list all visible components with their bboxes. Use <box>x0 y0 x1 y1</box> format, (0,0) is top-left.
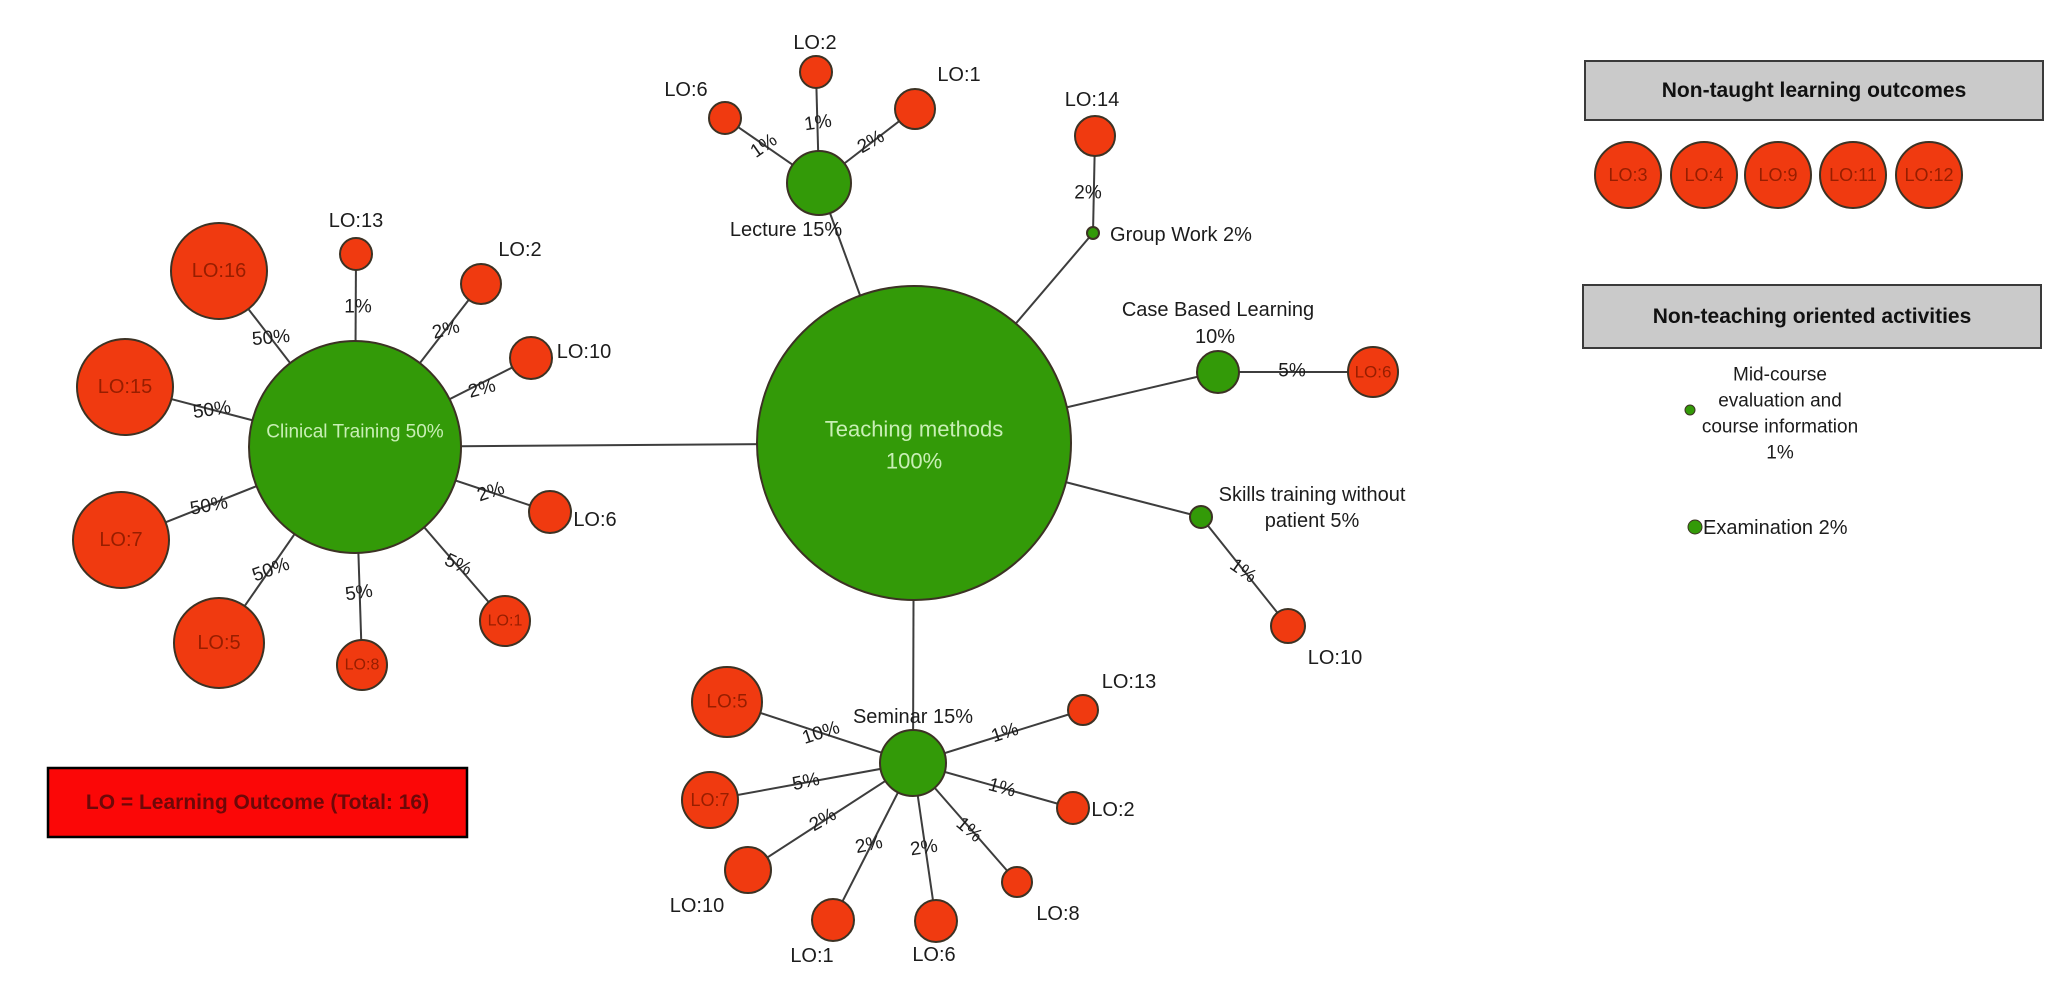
node-clinical-lo6 <box>528 490 572 534</box>
label-case-based-learning: Case Based Learning <box>1122 299 1314 321</box>
edge-label: 5% <box>344 581 374 606</box>
node-clinical-lo8 <box>336 639 388 691</box>
graph-label: LO:13 <box>1102 671 1156 693</box>
node-label-lo11: LO:11 <box>1829 165 1877 185</box>
node-seminar-lo10 <box>724 846 772 894</box>
graph-label: LO:10 <box>1308 647 1362 669</box>
node-clinical-lo13 <box>339 237 373 271</box>
node-seminar-lo13 <box>1067 694 1099 726</box>
examination-dot <box>1687 519 1703 535</box>
label-clinical-training: Clinical Training 50% <box>266 422 444 443</box>
node-clinical-training-hub <box>248 340 462 554</box>
label-group-work: Group Work 2% <box>1110 224 1252 246</box>
node-case-based-learning-hub <box>1196 350 1240 394</box>
node-label-clinical-lo5: LO:5 <box>197 632 240 654</box>
graph-label: LO:2 <box>793 32 836 54</box>
node-lecture-lo2 <box>799 55 833 89</box>
node-cbl-lo6 <box>1347 346 1399 398</box>
non-taught-panel-title: Non-taught learning outcomes <box>1662 79 1967 102</box>
edge-label: 2% <box>1074 183 1102 204</box>
label-teaching-methods: Teaching methods <box>825 417 1004 442</box>
node-seminar-lo1 <box>811 898 855 942</box>
mid-course-text-line: Mid-course <box>1733 365 1827 386</box>
edge-label: 1% <box>803 111 833 136</box>
legend-box <box>46 766 469 839</box>
node-teaching-methods-hub <box>756 285 1072 601</box>
node-label-clinical-lo1: LO:1 <box>488 613 523 630</box>
graph-label: LO:2 <box>1091 799 1134 821</box>
node-seminar-lo6 <box>914 899 958 943</box>
label-teaching-methods-pct: 100% <box>886 449 942 474</box>
node-label-lo9: LO:9 <box>1758 165 1797 185</box>
mid-course-text-line: 1% <box>1766 443 1794 464</box>
non-teaching-panel-box <box>1582 284 2042 349</box>
node-seminar-lo7 <box>681 771 739 829</box>
label-seminar: Seminar 15% <box>853 706 973 728</box>
label-lecture: Lecture 15% <box>730 219 843 241</box>
edge-label: 50% <box>251 326 291 350</box>
node-clinical-lo15 <box>76 338 174 436</box>
label-skills-training-line2: patient 5% <box>1265 510 1360 532</box>
graph-label: LO:10 <box>557 341 611 363</box>
node-label-seminar-lo5: LO:5 <box>706 692 747 713</box>
node-clinical-lo1 <box>479 595 531 647</box>
graph-label: LO:2 <box>498 239 541 261</box>
graph-label: LO:1 <box>790 945 833 967</box>
non-teaching-panel-title: Non-teaching oriented activities <box>1653 305 1972 328</box>
node-clinical-lo10 <box>509 336 553 380</box>
node-label-cbl-lo6: LO:6 <box>1355 363 1392 382</box>
node-seminar-lo2 <box>1056 791 1090 825</box>
graph-label: LO:6 <box>573 509 616 531</box>
node-skills-training-hub <box>1189 505 1213 529</box>
node-label-seminar-lo7: LO:7 <box>690 790 729 810</box>
node-label-lo4: LO:4 <box>1684 165 1723 185</box>
node-seminar-lo5 <box>691 666 763 738</box>
node-groupwork-lo14 <box>1074 115 1116 157</box>
edge-line <box>1200 516 1289 627</box>
node-clinical-lo7 <box>72 491 170 589</box>
node-lo12 <box>1895 141 1963 209</box>
node-skills-lo10 <box>1270 608 1306 644</box>
node-lecture-lo1 <box>894 88 936 130</box>
node-seminar-hub <box>879 729 947 797</box>
node-group-work-hub <box>1086 226 1100 240</box>
graph-label: LO:8 <box>1036 903 1079 925</box>
graph-label: LO:6 <box>912 944 955 966</box>
node-lo11 <box>1819 141 1887 209</box>
edge-label: 2% <box>909 836 939 861</box>
edge-line <box>709 762 914 801</box>
node-lo3 <box>1594 141 1662 209</box>
non-taught-panel-box <box>1584 60 2044 121</box>
node-label-clinical-lo16: LO:16 <box>192 260 246 282</box>
graph-label: LO:13 <box>329 210 383 232</box>
node-label-clinical-lo8: LO:8 <box>345 657 380 674</box>
node-lecture-hub <box>786 150 852 216</box>
mid-course-text-line: course information <box>1702 417 1858 438</box>
node-label-clinical-lo7: LO:7 <box>99 529 142 551</box>
node-label-lo12: LO:12 <box>1904 165 1953 185</box>
graph-label: LO:6 <box>664 79 707 101</box>
node-label-lo3: LO:3 <box>1608 165 1647 185</box>
graph-label: 10% <box>1195 326 1235 348</box>
label-skills-training-line1: Skills training without <box>1219 484 1406 506</box>
node-clinical-lo16 <box>170 222 268 320</box>
node-clinical-lo5 <box>173 597 265 689</box>
edge-label: 5% <box>1278 361 1306 382</box>
node-lo9 <box>1744 141 1812 209</box>
graph-label: LO:1 <box>937 64 980 86</box>
node-lo4 <box>1670 141 1738 209</box>
graph-label: LO:10 <box>670 895 724 917</box>
node-seminar-lo8 <box>1001 866 1033 898</box>
node-label-clinical-lo15: LO:15 <box>98 376 152 398</box>
node-clinical-lo2 <box>460 263 502 305</box>
legend-text: LO = Learning Outcome (Total: 16) <box>86 791 429 814</box>
mid-course-dot <box>1684 404 1696 416</box>
mid-course-text-line: evaluation and <box>1718 391 1842 412</box>
edge-label: 1% <box>344 297 372 318</box>
graph-label: LO:14 <box>1065 89 1119 111</box>
examination-label: Examination 2% <box>1703 517 1848 539</box>
node-lecture-lo6 <box>708 101 742 135</box>
